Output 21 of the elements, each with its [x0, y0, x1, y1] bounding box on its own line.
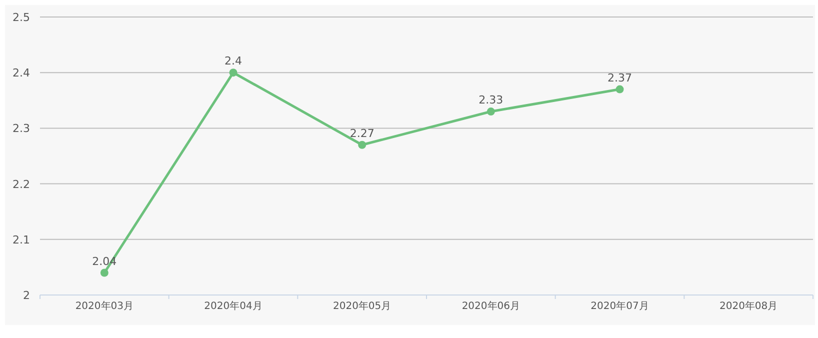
data-label: 2.33 [478, 94, 504, 107]
x-tick-label: 2020年04月 [204, 300, 262, 312]
y-tick-label: 2.4 [12, 66, 30, 80]
y-tick-label: 2.5 [12, 11, 30, 24]
point [100, 268, 108, 277]
data-label: 2.37 [608, 71, 632, 84]
point [486, 108, 495, 116]
data-label: 2.4 [224, 54, 242, 68]
y-tick-label: 2 [23, 289, 30, 302]
point [358, 140, 366, 149]
y-tick-label: 2.2 [12, 178, 30, 191]
x-tick-label: 2020年08月 [719, 300, 778, 312]
x-tick-label: 2020年06月 [462, 300, 520, 312]
point [229, 68, 238, 77]
x-tick-label: 2020年07月 [590, 300, 649, 312]
y-tick-label: 2.1 [12, 233, 30, 246]
x-tick-label: 2020年05月 [332, 300, 392, 312]
point [616, 85, 624, 94]
data-label: 2.27 [350, 126, 374, 140]
x-tick-label: 2020年03月 [75, 300, 134, 312]
y-tick-label: 2.3 [12, 122, 30, 136]
